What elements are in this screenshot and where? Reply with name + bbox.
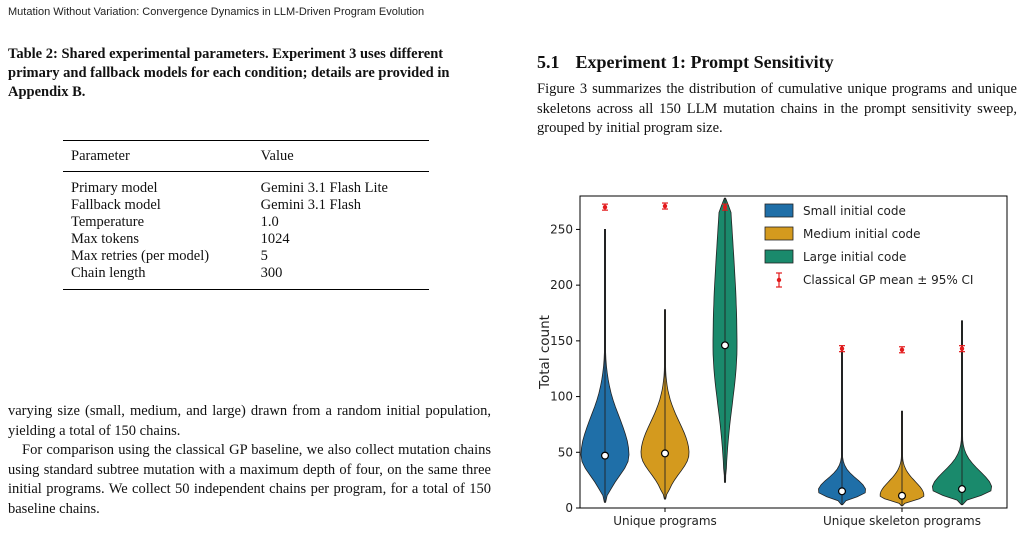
baseline-mean <box>839 346 845 351</box>
table-header-parameter: Parameter <box>63 140 253 172</box>
legend-label: Large initial code <box>803 250 906 264</box>
table-cell: 5 <box>260 248 268 264</box>
baseline-mean <box>602 204 608 210</box>
median-marker <box>600 451 609 460</box>
table-row: Primary model Gemini 3.1 Flash Lite <box>63 172 429 198</box>
y-tick-label: 250 <box>550 222 573 236</box>
table-caption: Table 2: Shared experimental parameters.… <box>8 46 450 100</box>
running-head: Mutation Without Variation: Convergence … <box>8 6 425 18</box>
baseline-mean <box>662 203 668 209</box>
legend-swatch <box>764 203 794 218</box>
y-tick-label: 0 <box>565 501 573 515</box>
table-cell: 300 <box>260 265 283 281</box>
x-tick-label: Unique programs <box>613 514 717 528</box>
legend-label: Classical GP mean ± 95% CI <box>803 273 973 287</box>
median-marker <box>721 341 730 350</box>
baseline-mean <box>959 346 965 351</box>
paragraph: For comparison using the classical GP ba… <box>8 442 491 517</box>
body-text: varying size (small, medium, and large) … <box>8 402 491 519</box>
table-cell: Chain length <box>71 265 146 281</box>
y-tick-label: 50 <box>558 445 573 459</box>
section-paragraph: Figure 3 summarizes the distribution of … <box>537 81 1017 136</box>
legend-label: Small initial code <box>803 204 906 218</box>
table-cell: Fallback model <box>71 197 161 213</box>
legend-label: Medium initial code <box>803 227 921 241</box>
table-cell: Gemini 3.1 Flash <box>260 197 361 213</box>
table-row: Max tokens 1024 <box>63 231 429 248</box>
y-tick-label: 200 <box>550 278 573 292</box>
table-cell: Max retries (per model) <box>71 248 210 264</box>
y-tick-label: 150 <box>550 334 573 348</box>
baseline-mean <box>722 204 728 210</box>
violin-chart: 0 50 100 150 200 250 Total count Unique program… <box>537 195 1008 528</box>
table-cell: Primary model <box>71 180 158 196</box>
plot-frame <box>579 195 1008 509</box>
section-number: 5.1 <box>537 52 560 72</box>
table-row: Chain length 300 <box>63 265 429 290</box>
table-cell: Temperature <box>71 214 145 230</box>
legend-baseline-mean <box>776 277 782 283</box>
table-row: Temperature 1.0 <box>63 214 429 231</box>
x-tick-label: Unique skeleton programs <box>823 514 981 528</box>
median-marker <box>958 485 967 494</box>
section-heading: 5.1 Experiment 1: Prompt Sensitivity <box>537 52 834 73</box>
y-tick-label: 100 <box>550 390 573 404</box>
median-marker <box>898 491 907 500</box>
table-cell: Max tokens <box>71 231 140 247</box>
table-row: Max retries (per model) 5 <box>63 248 429 265</box>
section-title: Experiment 1: Prompt Sensitivity <box>575 52 834 72</box>
table-cell: 1024 <box>260 231 290 247</box>
table-cell: Gemini 3.1 Flash Lite <box>260 180 388 196</box>
y-axis-label: Total count <box>537 315 553 390</box>
baseline-mean <box>899 347 905 352</box>
table-cell: 1.0 <box>260 214 279 230</box>
paragraph: varying size (small, medium, and large) … <box>8 403 491 439</box>
median-marker <box>838 487 847 496</box>
table-header-value: Value <box>252 140 429 172</box>
median-marker <box>661 449 670 458</box>
table-row: Fallback model Gemini 3.1 Flash <box>63 197 429 214</box>
legend-swatch <box>764 226 794 241</box>
parameters-table: Parameter Value Primary model Gemini 3.1… <box>63 140 429 290</box>
legend-swatch <box>764 249 794 264</box>
